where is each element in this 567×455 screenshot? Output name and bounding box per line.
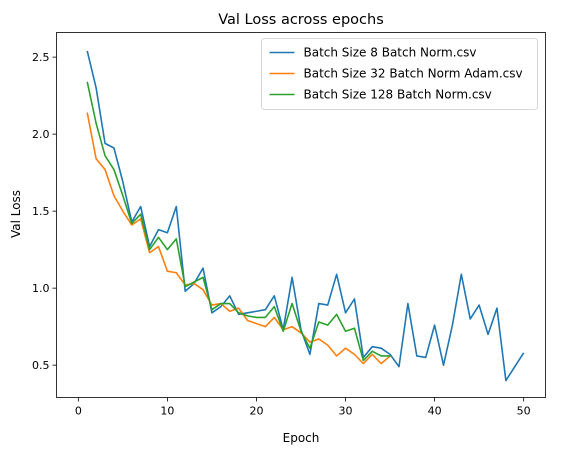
y-axis-label: Val Loss	[9, 190, 23, 238]
legend-label: Batch Size 128 Batch Norm.csv	[304, 88, 492, 102]
series-line-1	[86, 50, 525, 382]
y-tick-label: 2.0	[32, 128, 50, 141]
legend-box	[261, 38, 538, 110]
series-lines	[86, 50, 525, 382]
y-tick-label: 1.5	[32, 205, 50, 218]
legend-label: Batch Size 32 Batch Norm Adam.csv	[304, 67, 523, 81]
series-line-2	[86, 112, 391, 365]
legend: Batch Size 8 Batch Norm.csv Batch Size 32…	[261, 38, 538, 110]
x-axis-ticks: 0 10 20 30 40 50	[75, 397, 531, 418]
x-tick-label: 40	[428, 405, 442, 418]
plot-area-frame	[56, 32, 546, 398]
x-tick-label: 20	[249, 405, 263, 418]
x-tick-label: 10	[160, 405, 174, 418]
x-tick-label: 30	[339, 405, 353, 418]
chart-title: Val Loss across epochs	[218, 12, 384, 28]
y-tick-label: 1.0	[32, 282, 50, 295]
y-tick-label: 0.5	[32, 359, 50, 372]
y-axis-ticks: 0.5 1.0 1.5 2.0 2.5	[32, 51, 57, 372]
x-tick-label: 50	[517, 405, 531, 418]
y-tick-label: 2.5	[32, 51, 50, 64]
series-line-3	[86, 81, 391, 362]
legend-label: Batch Size 8 Batch Norm.csv	[304, 46, 477, 60]
x-tick-label: 0	[75, 405, 82, 418]
x-axis-label: Epoch	[283, 431, 320, 445]
